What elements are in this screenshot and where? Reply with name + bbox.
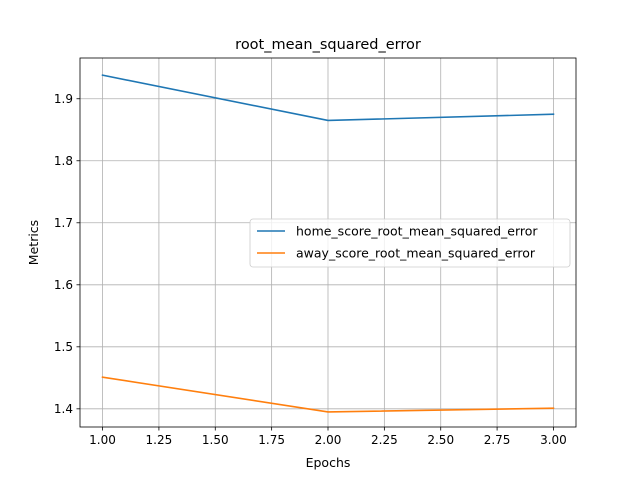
legend-label-away: away_score_root_mean_squared_error: [296, 246, 536, 261]
y-axis-label: Metrics: [26, 220, 41, 265]
y-tick-label: 1.9: [54, 92, 73, 106]
legend: home_score_root_mean_squared_error away_s…: [249, 218, 571, 268]
chart-title: root_mean_squared_error: [235, 37, 421, 53]
y-tick-label: 1.8: [54, 154, 73, 168]
x-axis-label: Epochs: [306, 455, 351, 470]
legend-box: [249, 218, 571, 268]
x-tick-label: 1.00: [89, 433, 116, 447]
x-tick-label: 1.50: [202, 433, 229, 447]
x-tick-label: 2.00: [315, 433, 342, 447]
x-tick-label: 2.75: [484, 433, 511, 447]
series-line-home: [101, 74, 555, 122]
x-tick-label: 1.25: [146, 433, 173, 447]
x-axis-ticks: 1.00 1.25 1.50 1.75 2.00 2.25 2.50 2.75 3.00: [89, 427, 567, 447]
x-tick-label: 2.25: [371, 433, 398, 447]
y-tick-label: 1.4: [54, 402, 73, 416]
y-tick-label: 1.6: [54, 278, 73, 292]
series-line-away: [101, 376, 555, 413]
y-tick-label: 1.5: [54, 340, 73, 354]
y-tick-label: 1.7: [54, 216, 73, 230]
x-tick-label: 2.50: [427, 433, 454, 447]
series-layer: [101, 74, 555, 413]
x-tick-label: 3.00: [540, 433, 567, 447]
legend-label-home: home_score_root_mean_squared_error: [296, 224, 538, 239]
x-tick-label: 1.75: [258, 433, 285, 447]
y-axis-ticks: 1.4 1.5 1.6 1.7 1.8 1.9: [54, 92, 80, 416]
